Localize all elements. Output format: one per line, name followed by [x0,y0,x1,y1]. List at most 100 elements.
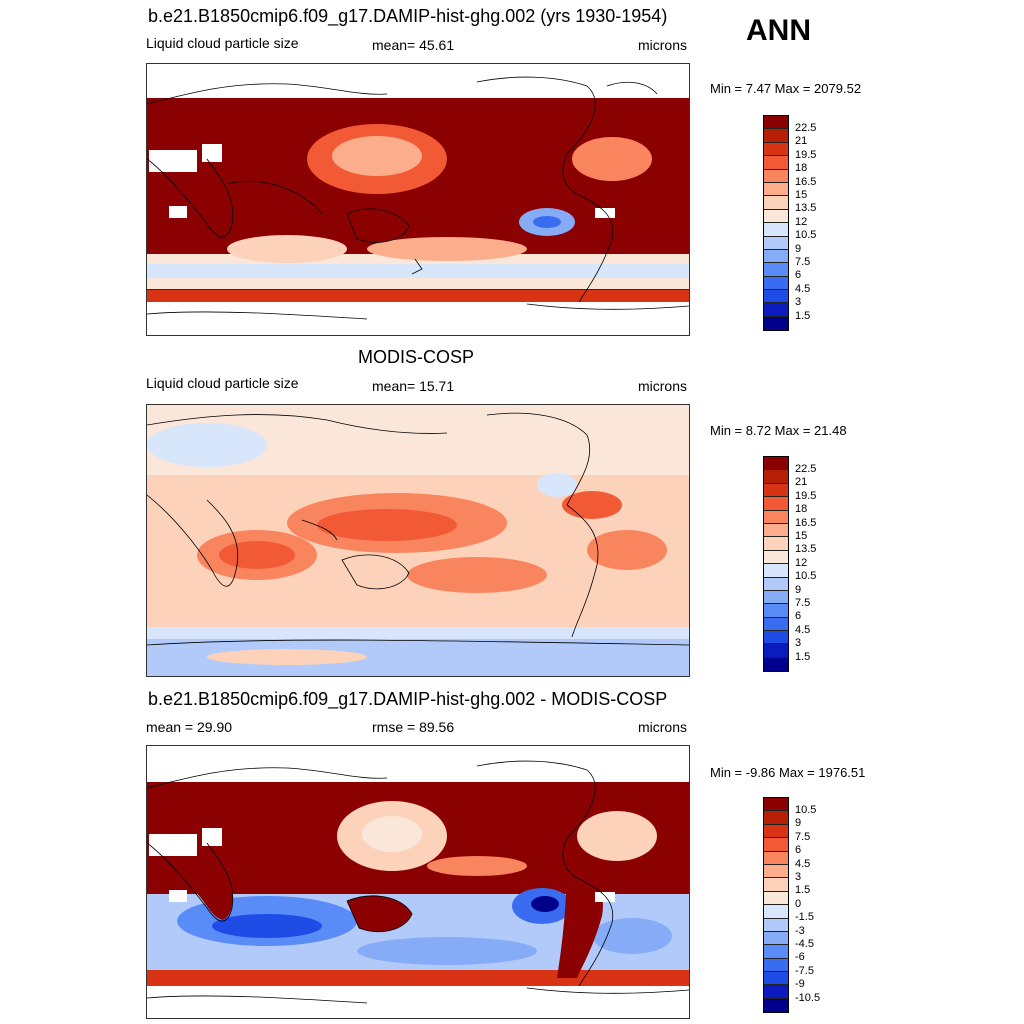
panel3-colorbar-box [764,811,788,825]
panel3-colorbar-tick-label: -3 [795,924,805,937]
panel3-colorbar-box [764,931,788,946]
panel1-map [146,63,690,336]
panel3-colorbar-tick-label: -6 [795,951,805,964]
panel1-colorbar-tick-label: 22.5 [795,121,817,134]
panel2-field-carib [562,491,622,519]
panel1-field-npac-core [332,136,422,176]
panel3-missing-arabia [202,828,222,846]
panel3-missing-brazil [595,892,615,902]
panel3-field-natl [577,811,657,861]
panel3-colorbar-box [764,864,788,879]
panel1-colorbar-box [764,263,788,277]
panel3-colorbar-box [764,851,788,865]
panel2-colorbar-box [764,510,788,524]
panel1-colorbar-box [764,116,788,130]
panel1-mean-label: mean= 45.61 [372,37,455,53]
panel3-colorbar-tick-label: -10.5 [795,991,821,1004]
panel3-colorbar-box [764,958,788,973]
panel1-colorbar-box [764,249,788,264]
panel1-colorbar-box [764,156,788,170]
panel2-field-spac [407,557,547,593]
panel2-colorbar [763,456,789,673]
panel3-field-africa [147,841,233,920]
panel3-colorbar-tick-label: 3 [795,870,802,883]
panel2-colorbar-box [764,457,788,471]
panel2-colorbar-tick-label: 13.5 [795,543,817,556]
panel3-units-label: microns [638,719,688,735]
panel2-map [146,404,690,677]
panel1-field-indian [227,235,347,263]
panel1-colorbar-tick-label: 16.5 [795,175,817,188]
panel1-field-spac [367,237,527,261]
panel1-title: b.e21.B1850cmip6.f09_g17.DAMIP-hist-ghg.… [148,6,668,26]
panel1-colorbar-tick-label: 6 [795,269,802,282]
panel3-map [146,745,690,1019]
panel2-colorbar-box [764,617,788,632]
panel1-colorbar-tick-label: 21 [795,135,808,148]
panel1-colorbar-box [764,182,788,197]
panel3-map-svg [147,760,689,1004]
panel2-colorbar-box [764,657,788,672]
panel3-field-indian-core [212,914,322,938]
panel2-colorbar-box [764,604,788,618]
panel1-colorbar-box [764,196,788,210]
panel1-colorbar-tick-label: 3 [795,296,802,309]
panel3-minmax: Min = -9.86 Max = 1976.51 [710,765,866,780]
panel1-colorbar-box [764,290,788,304]
panel3-colorbar-tick-label: 10.5 [795,803,817,816]
panel1-missing-brazil [595,208,615,218]
panel3-missing-kalahari [169,890,187,902]
panel2-colorbar-box [764,590,788,605]
panel1-colorbar-tick-label: 13.5 [795,202,817,215]
panel3-colorbar-box [764,878,788,892]
panel1-colorbar-tick-label: 12 [795,215,808,228]
panel2-coastlines [147,412,689,646]
panel1-colorbar-box [764,236,788,250]
panel1-colorbar-tick-label: 10.5 [795,229,817,242]
panel3-colorbar-tick-label: 6 [795,844,802,857]
panel1-colorbar-box [764,169,788,183]
panel2-colorbar-tick-label: 19.5 [795,489,817,502]
panel2-field-indian-core [219,541,295,569]
panel1-coastlines [147,76,689,320]
season-label: ANN [746,14,811,47]
panel3-colorbar-box [764,998,788,1013]
panel2-colorbar-tick-label: 9 [795,583,802,596]
panel2-colorbar-box [764,550,788,565]
panel2-field-south-patch [207,649,367,665]
panel3-field-npac-core [362,816,422,852]
panel1-missing-kalahari [169,206,187,218]
panel2-mean-label: mean= 15.71 [372,378,455,394]
panel2-colorbar-tick-label: 18 [795,503,808,516]
panel2-field-pac-core [317,509,457,541]
panel3-title: b.e21.B1850cmip6.f09_g17.DAMIP-hist-ghg.… [148,689,668,709]
panel3-colorbar-tick-label: 1.5 [795,884,811,897]
panel3-colorbar [763,797,789,1014]
panel3-field-satl [592,918,672,954]
panel3-colorbar-box [764,838,788,852]
panel1-field-natl [572,137,652,181]
panel3-colorbar-tick-label: -1.5 [795,911,814,924]
panel3-colorbar-tick-label: -7.5 [795,964,814,977]
panel2-colorbar-tick-label: 1.5 [795,650,811,663]
panel3-field-s-america [557,856,603,978]
panel1-missing-arabia [202,144,222,162]
panel2-variable-label: Liquid cloud particle size [146,375,299,391]
panel3-mean-label: mean = 29.90 [146,719,233,735]
panel2-colorbar-tick-label: 21 [795,476,808,489]
panel1-colorbar-tick-label: 19.5 [795,148,817,161]
panel2-minmax: Min = 8.72 Max = 21.48 [710,423,847,438]
panel3-colorbar-box [764,891,788,906]
panel2-field-atl [587,530,667,570]
panel1-colorbar-tick-label: 7.5 [795,255,811,268]
panel1-colorbar-box [764,129,788,143]
panel3-colorbar-box [764,945,788,959]
panel1-colorbar-tick-label: 1.5 [795,309,811,322]
panel1-colorbar-tick-label: 9 [795,242,802,255]
panel2-colorbar-tick-label: 7.5 [795,596,811,609]
panel2-title: MODIS-COSP [358,347,475,367]
panel3-colorbar-box [764,985,788,999]
panel2-colorbar-tick-label: 15 [795,529,808,542]
panel2-colorbar-box [764,523,788,538]
panel1-variable-label: Liquid cloud particle size [146,35,299,51]
